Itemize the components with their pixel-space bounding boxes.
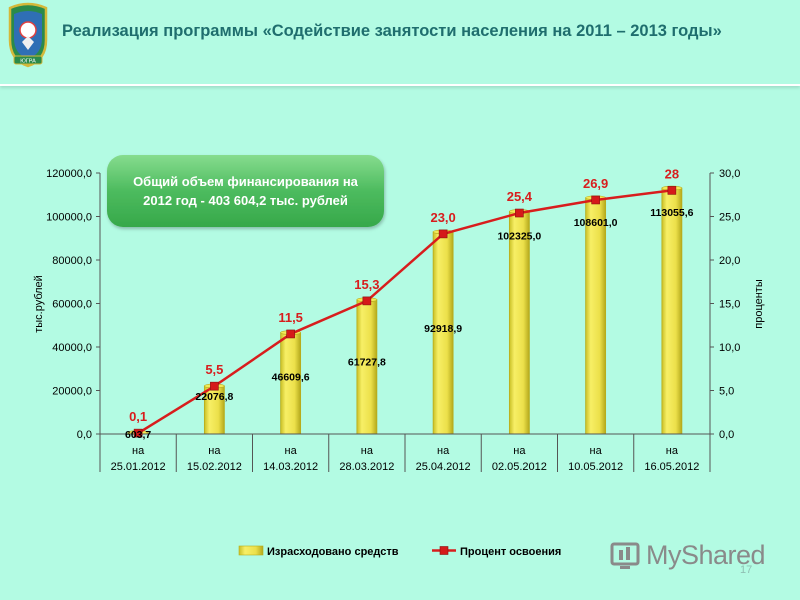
right-tick-label: 25,0: [719, 212, 740, 224]
right-tick-label: 20,0: [719, 255, 740, 267]
left-tick-label: 120000,0: [46, 168, 92, 180]
bar-value-label: 113055,6: [650, 207, 693, 219]
left-tick-label: 80000,0: [52, 255, 92, 267]
category-label-date: 28.03.2012: [339, 461, 394, 473]
bar-value-label: 61727,8: [348, 357, 386, 369]
header: ЮГРА Реализация программы «Содействие за…: [0, 0, 800, 86]
percent-value-label: 28: [665, 166, 679, 181]
percent-marker: [362, 296, 372, 306]
percent-marker: [591, 195, 600, 205]
labels-layer: 603,7 22076,8 46609,6 61727,8 92918,9 102325,…: [125, 166, 694, 441]
bar-value-label: 108601,0: [574, 217, 618, 229]
legend-bar-swatch: [238, 545, 264, 556]
category-label-prefix: на: [361, 445, 374, 457]
myshared-logo-icon: [610, 542, 640, 569]
line-layer: [133, 186, 677, 438]
bar-value-label: 22076,8: [195, 391, 233, 403]
percent-value-label: 26,9: [583, 176, 608, 191]
percent-value-label: 11,5: [278, 310, 303, 325]
category-label-date: 10.05.2012: [568, 461, 623, 473]
coat-of-arms-icon: ЮГРА: [8, 2, 48, 68]
category-label-prefix: на: [590, 445, 603, 457]
page-title: Реализация программы «Содействие занятос…: [62, 22, 722, 40]
percent-marker: [438, 229, 448, 239]
percent-marker: [133, 428, 143, 438]
left-tick-label: 40000,0: [52, 342, 92, 354]
category-label-date: 25.04.2012: [416, 461, 471, 473]
legend-marker-swatch: [439, 546, 449, 555]
percent-value-label: 25,4: [507, 189, 533, 204]
right-tick-label: 10,0: [719, 342, 740, 354]
category-label-prefix: на: [437, 445, 450, 457]
legend-bar-label: Израсходовано средств: [267, 546, 399, 558]
right-tick-label: 30,0: [719, 168, 740, 180]
legend: Израсходовано средств Процент освоения: [238, 545, 561, 558]
y-left-axis-title: тыс.рублей: [33, 275, 45, 333]
financing-callout: Общий объем финансирования на 2012 год -…: [107, 155, 384, 227]
page-number: 17: [740, 564, 753, 576]
percent-marker: [210, 381, 219, 391]
left-tick-label: 0,0: [77, 429, 92, 441]
category-label-date: 16.05.2012: [644, 461, 699, 473]
percent-marker: [667, 186, 677, 195]
axes-layer: 0,0 20000,0 40000,0 60000,0 80000,0 100000,0 1…: [33, 168, 765, 473]
bar-value-label: 92918,9: [424, 323, 462, 335]
percent-value-label: 5,5: [205, 362, 223, 377]
right-tick-label: 0,0: [719, 429, 734, 441]
bar-value-label: 102325,0: [497, 230, 541, 242]
bar-value-label: 603,7: [125, 429, 151, 441]
bar: [508, 211, 530, 435]
percent-value-label: 0,1: [129, 409, 147, 424]
watermark-text: MyShared: [646, 540, 766, 570]
left-tick-label: 100000,0: [46, 212, 92, 224]
callout-line1: Общий объем финансирования на: [133, 174, 359, 189]
callout-line2: 2012 год - 403 604,2 тыс. рублей: [143, 193, 348, 208]
category-label-prefix: на: [208, 445, 221, 457]
category-label-date: 25.01.2012: [111, 461, 166, 473]
right-tick-label: 5,0: [719, 386, 734, 398]
category-label-prefix: на: [132, 445, 145, 457]
category-label-prefix: на: [513, 445, 526, 457]
right-tick-label: 15,0: [719, 299, 740, 311]
category-label-prefix: на: [666, 445, 679, 457]
emblem-label: ЮГРА: [20, 59, 36, 65]
left-tick-label: 60000,0: [52, 299, 92, 311]
bar: [585, 197, 607, 435]
bar-value-label: 46609,6: [272, 372, 310, 384]
y-right-axis-title: проценты: [753, 279, 765, 329]
category-label-date: 02.05.2012: [492, 461, 547, 473]
legend-line-label: Процент освоения: [460, 546, 561, 558]
percent-value-label: 15,3: [354, 277, 379, 292]
left-tick-label: 20000,0: [52, 386, 92, 398]
percent-marker: [286, 329, 295, 339]
percent-value-label: 23,0: [430, 210, 455, 225]
percent-marker: [515, 208, 524, 218]
bar: [661, 187, 683, 435]
percent-line: [137, 189, 673, 435]
category-label-prefix: на: [285, 445, 298, 457]
category-label-date: 14.03.2012: [263, 461, 318, 473]
category-label-date: 15.02.2012: [187, 461, 242, 473]
